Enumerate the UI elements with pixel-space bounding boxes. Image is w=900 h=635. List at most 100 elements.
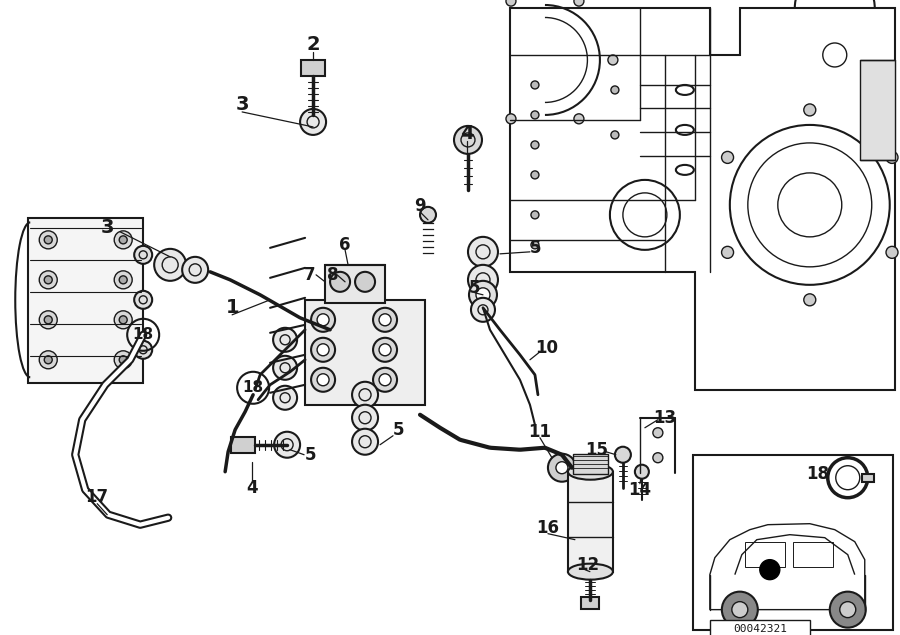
- Bar: [28, 218, 143, 383]
- Text: 7: 7: [304, 266, 316, 284]
- Bar: [693, 455, 893, 630]
- Text: 10: 10: [536, 339, 558, 357]
- Bar: [860, 60, 895, 160]
- Text: 15: 15: [585, 441, 608, 458]
- Text: 9: 9: [414, 197, 426, 215]
- Circle shape: [476, 288, 490, 302]
- Bar: [568, 472, 613, 572]
- Circle shape: [840, 601, 856, 618]
- Circle shape: [548, 454, 576, 482]
- Text: 4: 4: [460, 124, 473, 144]
- Circle shape: [556, 462, 568, 474]
- Circle shape: [40, 351, 58, 369]
- Circle shape: [531, 211, 539, 219]
- Circle shape: [469, 281, 497, 309]
- Circle shape: [44, 236, 52, 244]
- Circle shape: [134, 291, 152, 309]
- Bar: [710, 620, 810, 635]
- Circle shape: [40, 271, 58, 289]
- Text: 13: 13: [653, 409, 677, 427]
- Circle shape: [134, 341, 152, 359]
- Bar: [793, 542, 832, 566]
- Circle shape: [886, 151, 898, 163]
- Text: 12: 12: [576, 556, 599, 573]
- Text: 16: 16: [536, 519, 560, 537]
- Circle shape: [114, 231, 132, 249]
- Circle shape: [722, 151, 734, 163]
- Circle shape: [119, 316, 127, 324]
- Circle shape: [732, 601, 748, 618]
- Circle shape: [352, 404, 378, 431]
- Text: 5: 5: [469, 279, 481, 297]
- Circle shape: [379, 374, 391, 386]
- Circle shape: [311, 338, 335, 362]
- Circle shape: [420, 207, 436, 223]
- Text: 8: 8: [328, 266, 338, 284]
- Circle shape: [804, 104, 815, 116]
- Circle shape: [722, 246, 734, 258]
- Circle shape: [373, 368, 397, 392]
- Circle shape: [273, 328, 297, 352]
- Circle shape: [273, 386, 297, 410]
- Text: 00042321: 00042321: [733, 624, 787, 634]
- Circle shape: [311, 308, 335, 332]
- Bar: [580, 597, 598, 608]
- Circle shape: [886, 246, 898, 258]
- Circle shape: [830, 592, 866, 627]
- Circle shape: [574, 114, 584, 124]
- Circle shape: [274, 432, 300, 458]
- Circle shape: [352, 382, 378, 408]
- Circle shape: [119, 276, 127, 284]
- Circle shape: [317, 314, 329, 326]
- Circle shape: [114, 311, 132, 329]
- Circle shape: [531, 171, 539, 179]
- Bar: [305, 300, 425, 404]
- Bar: [862, 474, 874, 482]
- Circle shape: [531, 81, 539, 89]
- Circle shape: [330, 272, 350, 292]
- Text: 3: 3: [236, 95, 249, 114]
- Circle shape: [611, 131, 619, 139]
- Circle shape: [356, 272, 375, 292]
- Bar: [745, 542, 785, 566]
- Circle shape: [273, 356, 297, 380]
- Circle shape: [804, 294, 815, 306]
- Circle shape: [44, 316, 52, 324]
- Circle shape: [119, 236, 127, 244]
- Circle shape: [373, 308, 397, 332]
- Circle shape: [652, 453, 663, 463]
- Circle shape: [454, 126, 482, 154]
- Circle shape: [311, 368, 335, 392]
- Circle shape: [373, 338, 397, 362]
- Circle shape: [531, 141, 539, 149]
- Circle shape: [531, 111, 539, 119]
- Circle shape: [379, 344, 391, 356]
- Circle shape: [119, 356, 127, 364]
- Text: 5: 5: [392, 421, 404, 439]
- Circle shape: [154, 249, 186, 281]
- Circle shape: [182, 257, 208, 283]
- Circle shape: [574, 0, 584, 6]
- Text: 18: 18: [243, 380, 264, 395]
- Circle shape: [722, 592, 758, 627]
- Circle shape: [468, 237, 498, 267]
- Circle shape: [114, 351, 132, 369]
- Bar: [302, 60, 325, 76]
- Circle shape: [468, 265, 498, 295]
- Text: 6: 6: [339, 236, 351, 254]
- Circle shape: [114, 271, 132, 289]
- Text: 17: 17: [86, 488, 109, 505]
- Text: 1: 1: [225, 298, 238, 318]
- Circle shape: [317, 344, 329, 356]
- Ellipse shape: [568, 464, 613, 479]
- Bar: [325, 265, 385, 303]
- Text: 5: 5: [530, 239, 542, 257]
- Circle shape: [760, 559, 779, 580]
- Circle shape: [352, 429, 378, 455]
- Text: 4: 4: [247, 479, 258, 497]
- Circle shape: [823, 43, 847, 67]
- Circle shape: [40, 311, 58, 329]
- Circle shape: [652, 428, 663, 438]
- Circle shape: [506, 114, 516, 124]
- Circle shape: [317, 374, 329, 386]
